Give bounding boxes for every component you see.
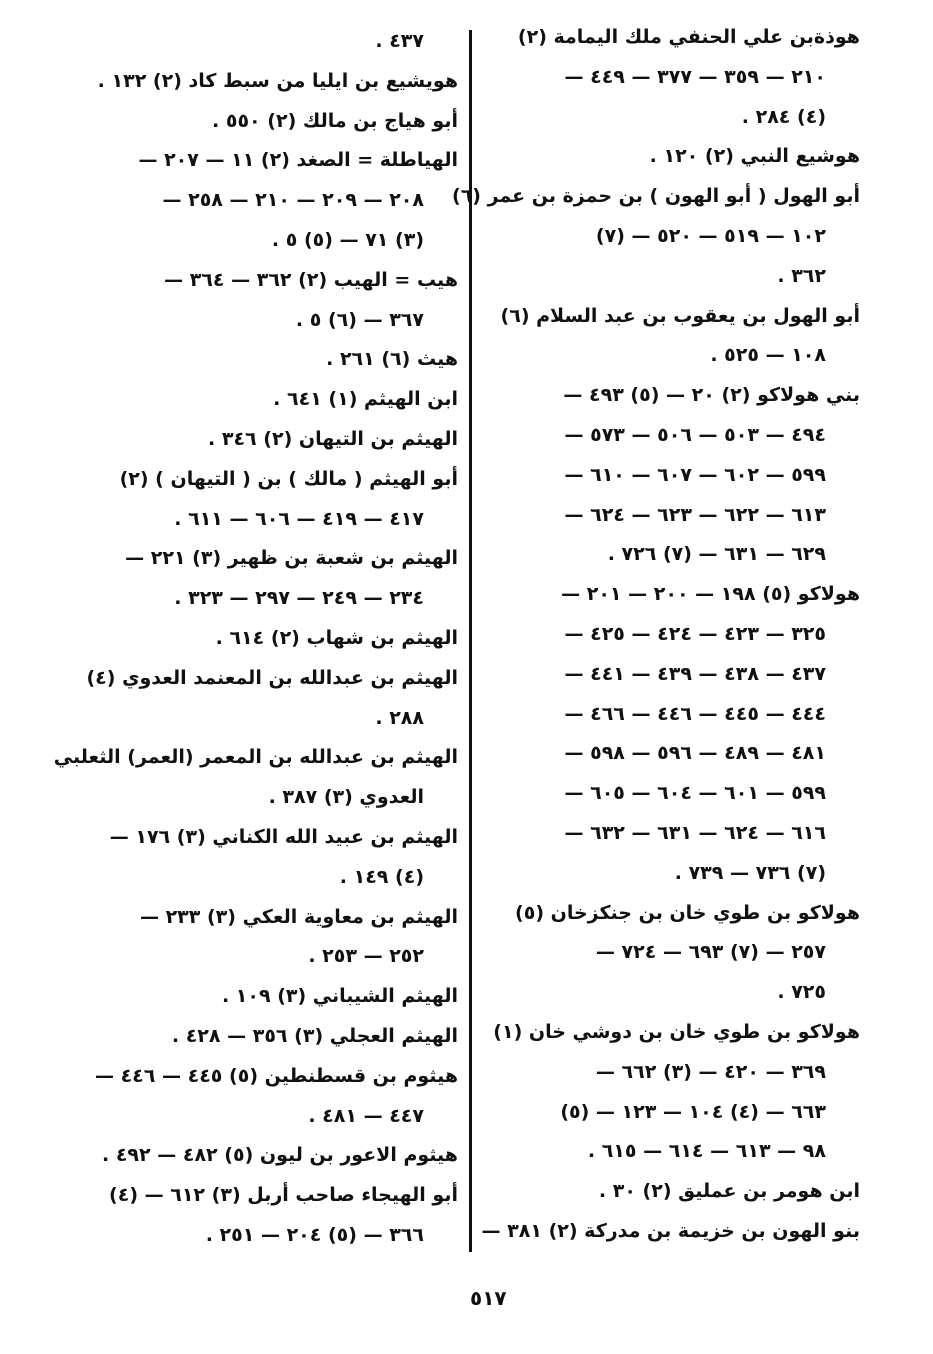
index-entry-continuation: ٤٩٤ — ٥٠٣ — ٥٠٦ — ٥٧٣ — <box>564 423 826 446</box>
index-entry-continuation: ٢٨٨ . <box>375 706 424 729</box>
index-entry: الهيثم بن عبدالله بن المعمر (العمر) الثع… <box>53 746 458 769</box>
index-entry-continuation: ٩٨ — ٦١٣ — ٦١٤ — ٦١٥ . <box>587 1140 826 1163</box>
index-entry-continuation: ٣٢٥ — ٤٢٣ — ٤٢٤ — ٤٢٥ — <box>564 622 826 645</box>
index-entry-continuation: ٤٤٤ — ٤٤٥ — ٤٤٦ — ٤٦٦ — <box>564 702 826 725</box>
index-entry: هولاكو (٥) ١٩٨ — ٢٠٠ — ٢٠١ — <box>561 583 860 606</box>
index-entry-continuation: (٣) ٧١ — (٥) ٥ . <box>271 228 424 251</box>
index-entry: الهيثم الشيباني (٣) ١٠٩ . <box>221 985 458 1008</box>
index-entry: هوذةبن علي الحنفي ملك اليمامة (٢) <box>517 26 860 48</box>
index-entry: بنو الهون بن خزيمة بن مدركة (٢) ٣٨١ — <box>481 1219 860 1242</box>
index-entry: هولاكو بن طوي خان بن دوشي خان (١) <box>493 1020 860 1043</box>
index-entry-continuation: العدوي (٣) ٣٨٧ . <box>268 786 424 809</box>
index-entry-continuation: ٦١٦ — ٦٢٤ — ٦٣١ — ٦٣٢ — <box>564 821 826 844</box>
index-entry-continuation: ٢١٠ — ٣٥٩ — ٣٧٧ — ٤٤٩ — <box>564 65 826 88</box>
index-entry: الهيثم بن التيهان (٢) ٣٤٦ . <box>208 427 458 450</box>
index-entry-continuation: ٤٤٧ — ٤٨١ . <box>308 1104 424 1127</box>
index-entry: هيث (٦) ٢٦١ . <box>326 348 458 371</box>
index-column-right: هوذةبن علي الحنفي ملك اليمامة (٢) ٢١٠ — ٣… <box>452 18 860 1252</box>
index-entry-continuation: ٤٨١ — ٤٨٩ — ٥٩٦ — ٥٩٨ — <box>564 742 826 765</box>
page-number: ٥١٧ <box>470 1286 507 1310</box>
index-entry-continuation: ٣٦٧ — (٦) ٥ . <box>295 308 424 331</box>
index-entry: أبو الهول ( أبو الهون ) بن حمزة بن عمر (… <box>452 185 860 208</box>
index-entry-continuation: ٦٢٩ — ٦٣١ — (٧) ٧٢٦ . <box>607 543 826 566</box>
index-entry-continuation: ٢٠٨ — ٢٠٩ — ٢١٠ — ٢٥٨ — <box>162 189 424 212</box>
index-entry-continuation: ٥٩٩ — ٦٠٢ — ٦٠٧ — ٦١٠ — <box>564 463 826 486</box>
index-entry: الهياطلة = الصغد (٢) ١١ — ٢٠٧ — <box>138 149 458 172</box>
index-entry-continuation: (٧) ٧٣٦ — ٧٣٩ . <box>674 861 826 884</box>
index-entry-continuation: ١٠٢ — ٥١٩ — ٥٢٠ — (٧) <box>595 224 826 247</box>
index-column-left: ٤٣٧ . هويشيع بن ايليا من سبط كاد (٢) ١٣٢ … <box>53 22 458 1256</box>
index-entry-continuation: ٢٣٤ — ٢٤٩ — ٢٩٧ — ٣٢٣ . <box>174 587 424 610</box>
index-entry-continuation: ٢٥٧ — (٧) ٦٩٣ — ٧٢٤ — <box>595 941 826 964</box>
index-entry-continuation: ٦١٣ — ٦٢٢ — ٦٢٣ — ٦٢٤ — <box>564 503 826 526</box>
index-entry: ابن هومر بن عمليق (٢) ٣٠ . <box>598 1180 860 1203</box>
index-entry-continuation: ٢٥٢ — ٢٥٣ . <box>308 945 424 968</box>
index-entry: هيثوم بن قسطنطين (٥) ٤٤٥ — ٤٤٦ — <box>94 1064 458 1087</box>
index-entry: هويشيع بن ايليا من سبط كاد (٢) ١٣٢ . <box>97 69 458 92</box>
index-entry-continuation: (٤) ١٤٩ . <box>339 865 424 888</box>
index-entry-continuation: ٣٦٢ . <box>777 264 826 287</box>
index-entry-continuation: ٧٢٥ . <box>777 981 826 1004</box>
index-entry: ابن الهيثم (١) ٦٤١ . <box>273 388 458 411</box>
index-entry-continuation: ٤٣٧ . <box>375 30 424 52</box>
index-entry-continuation: ٦٦٣ — (٤) ١٠٤ — ١٢٣ — (٥) <box>560 1100 826 1123</box>
index-entry: أبو هياج بن مالك (٢) ٥٥٠ . <box>212 109 458 132</box>
index-entry-continuation: ٣٦٩ — ٤٢٠ — (٣) ٦٦٢ — <box>595 1060 826 1083</box>
index-entry: الهيثم بن شعبة بن ظهير (٣) ٢٢١ — <box>125 547 458 570</box>
index-entry-continuation: (٤) ٢٨٤ . <box>741 105 826 128</box>
index-entry: الهيثم بن شهاب (٢) ٦١٤ . <box>215 626 458 649</box>
index-entry-continuation: ١٠٨ — ٥٢٥ . <box>710 344 826 367</box>
index-entry: أبو الهول بن يعقوب بن عبد السلام (٦) <box>500 304 860 327</box>
index-entry: الهيثم بن عبدالله بن المعنمد العدوي (٤) <box>86 666 458 689</box>
index-entry-continuation: ٤١٧ — ٤١٩ — ٦٠٦ — ٦١١ . <box>174 507 424 530</box>
index-entry-continuation: ٥٩٩ — ٦٠١ — ٦٠٤ — ٦٠٥ — <box>564 782 826 805</box>
index-entry: هيثوم الاعور بن ليون (٥) ٤٨٢ — ٤٩٢ . <box>101 1144 458 1167</box>
index-entry: الهيثم بن معاوية العكي (٣) ٢٣٣ — <box>139 905 458 928</box>
index-entry: هولاكو بن طوي خان بن جنكزخان (٥) <box>515 901 860 924</box>
index-entry-continuation: ٣٦٦ — (٥) ٢٠٤ — ٢٥١ . <box>205 1223 424 1246</box>
index-entry: الهيثم العجلي (٣) ٣٥٦ — ٤٢٨ . <box>171 1024 458 1047</box>
index-entry: هوشيع النبي (٢) ١٢٠ . <box>649 145 860 168</box>
index-entry: بني هولاكو (٢) ٢٠ — (٥) ٤٩٣ — <box>563 384 860 407</box>
index-entry-continuation: ٤٣٧ — ٤٣٨ — ٤٣٩ — ٤٤١ — <box>564 662 826 685</box>
index-entry: أبو الهيثم ( مالك ) بن ( التيهان ) (٢) <box>119 467 458 490</box>
index-entry: هيب = الهيب (٢) ٣٦٢ — ٣٦٤ — <box>164 268 458 291</box>
index-entry: الهيثم بن عبيد الله الكناني (٣) ١٧٦ — <box>109 825 458 848</box>
column-divider <box>469 30 472 1252</box>
index-entry: أبو الهيجاء صاحب أربل (٣) ٦١٢ — (٤) <box>109 1184 458 1207</box>
